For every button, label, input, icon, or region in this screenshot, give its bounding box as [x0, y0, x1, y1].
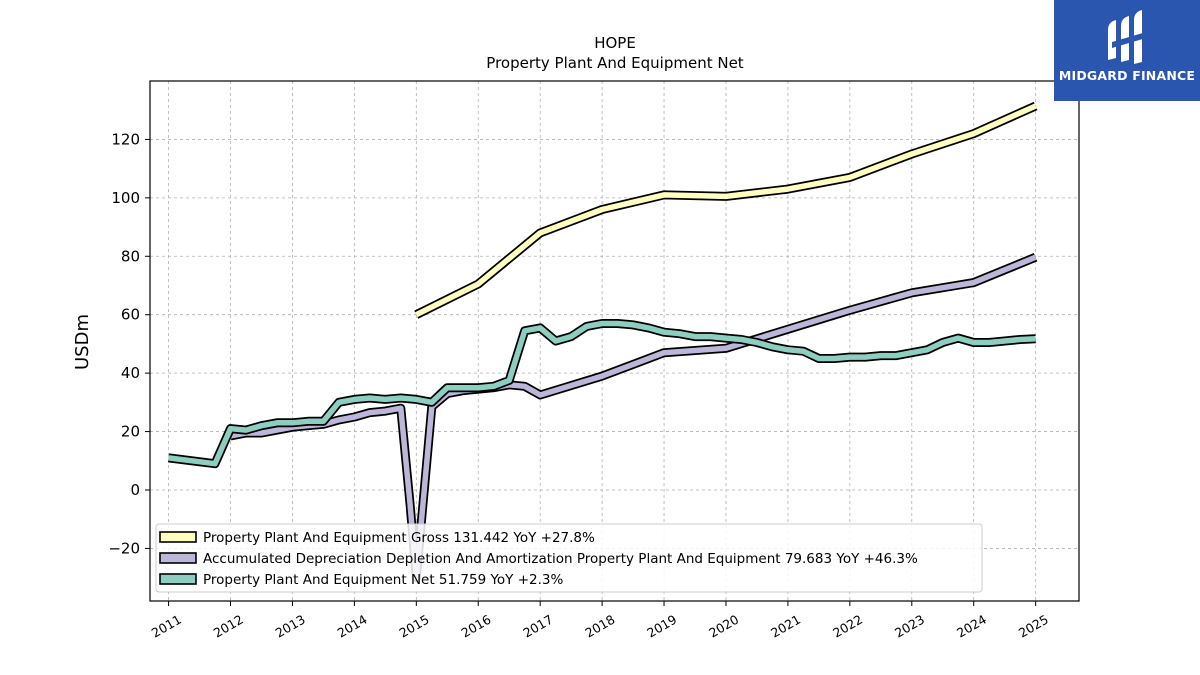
- legend-swatch: [159, 552, 197, 564]
- series-line: [414, 101, 1038, 319]
- x-tick-label: 2019: [644, 612, 679, 641]
- y-tick-label: 120: [111, 130, 140, 148]
- x-tick-label: 2016: [458, 612, 493, 641]
- x-tick-label: 2012: [211, 612, 246, 641]
- legend: Property Plant And Equipment Gross 131.4…: [155, 523, 983, 593]
- legend-entry: Property Plant And Equipment Net 51.759 …: [203, 572, 563, 588]
- x-tick-label: 2022: [830, 612, 865, 641]
- series-stroke: [415, 103, 1037, 318]
- x-tick-label: 2023: [892, 612, 927, 641]
- y-tick-label: 80: [121, 247, 140, 265]
- legend-box: [155, 523, 983, 593]
- x-tick-label: 2021: [768, 612, 803, 641]
- x-tick-label: 2024: [954, 612, 989, 641]
- x-tick-label: 2014: [335, 612, 370, 641]
- y-tick-label: −20: [108, 539, 140, 557]
- x-tick-label: 2011: [149, 612, 184, 641]
- x-tick-label: 2025: [1016, 612, 1051, 641]
- x-tick-label: 2020: [706, 612, 741, 641]
- legend-swatch: [159, 531, 197, 543]
- legend-entry: Property Plant And Equipment Gross 131.4…: [203, 530, 595, 546]
- x-tick-label: 2013: [273, 612, 308, 641]
- series-layer: [168, 101, 1038, 583]
- x-tick-label: 2015: [397, 612, 432, 641]
- y-axis-label: USDm: [72, 314, 93, 370]
- x-tick-label: 2018: [582, 612, 617, 641]
- y-tick-label: 20: [121, 423, 140, 441]
- series-stroke: [168, 320, 1036, 467]
- y-tick-label: 0: [130, 481, 140, 499]
- legend-entry: Accumulated Depreciation Depletion And A…: [203, 551, 918, 567]
- brand-logo: MIDGARD FINANCE: [1054, 0, 1200, 101]
- midgard-logo-mark-icon: [1108, 10, 1146, 64]
- y-tick-label: 100: [111, 189, 140, 207]
- x-tick-label: 2017: [520, 612, 555, 641]
- chart-title: HOPE: [594, 34, 636, 52]
- y-tick-label: 60: [121, 306, 140, 324]
- y-tick-label: 40: [121, 364, 140, 382]
- brand-name: MIDGARD FINANCE: [1058, 68, 1196, 83]
- chart-subtitle: Property Plant And Equipment Net: [486, 54, 743, 72]
- legend-swatch: [159, 573, 197, 585]
- plot-frame: [149, 80, 1080, 602]
- series-line: [168, 319, 1036, 469]
